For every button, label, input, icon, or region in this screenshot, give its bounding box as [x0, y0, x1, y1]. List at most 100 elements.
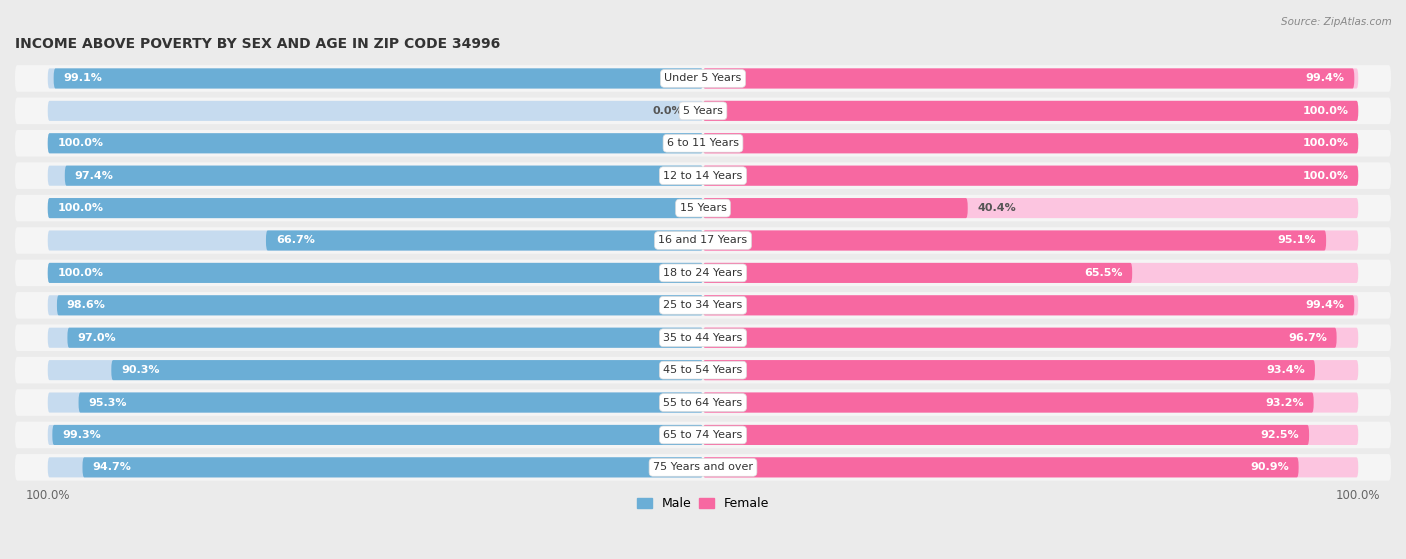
- Text: 5 Years: 5 Years: [683, 106, 723, 116]
- FancyBboxPatch shape: [48, 425, 703, 445]
- Text: 90.3%: 90.3%: [121, 365, 160, 375]
- FancyBboxPatch shape: [703, 328, 1358, 348]
- Text: 100.0%: 100.0%: [58, 203, 104, 213]
- FancyBboxPatch shape: [703, 295, 1358, 315]
- FancyBboxPatch shape: [48, 133, 703, 153]
- FancyBboxPatch shape: [15, 421, 1391, 448]
- FancyBboxPatch shape: [703, 165, 1358, 186]
- FancyBboxPatch shape: [56, 295, 703, 315]
- FancyBboxPatch shape: [15, 227, 1391, 254]
- FancyBboxPatch shape: [703, 198, 1358, 218]
- Text: 100.0%: 100.0%: [1302, 170, 1348, 181]
- Text: Under 5 Years: Under 5 Years: [665, 73, 741, 83]
- FancyBboxPatch shape: [266, 230, 703, 250]
- FancyBboxPatch shape: [48, 457, 703, 477]
- Text: 99.4%: 99.4%: [1306, 73, 1344, 83]
- Text: 65.5%: 65.5%: [1084, 268, 1122, 278]
- Text: 97.4%: 97.4%: [75, 170, 114, 181]
- FancyBboxPatch shape: [53, 68, 703, 88]
- FancyBboxPatch shape: [48, 230, 703, 250]
- FancyBboxPatch shape: [703, 133, 1358, 153]
- Text: 90.9%: 90.9%: [1250, 462, 1289, 472]
- Text: 35 to 44 Years: 35 to 44 Years: [664, 333, 742, 343]
- FancyBboxPatch shape: [67, 328, 703, 348]
- Text: 100.0%: 100.0%: [1302, 138, 1348, 148]
- FancyBboxPatch shape: [703, 101, 1358, 121]
- Text: 66.7%: 66.7%: [276, 235, 315, 245]
- FancyBboxPatch shape: [15, 98, 1391, 124]
- Text: 99.1%: 99.1%: [63, 73, 103, 83]
- FancyBboxPatch shape: [703, 425, 1358, 445]
- Text: 16 and 17 Years: 16 and 17 Years: [658, 235, 748, 245]
- FancyBboxPatch shape: [15, 130, 1391, 157]
- FancyBboxPatch shape: [703, 360, 1315, 380]
- FancyBboxPatch shape: [15, 324, 1391, 351]
- FancyBboxPatch shape: [48, 68, 703, 88]
- FancyBboxPatch shape: [703, 425, 1309, 445]
- Text: 65 to 74 Years: 65 to 74 Years: [664, 430, 742, 440]
- FancyBboxPatch shape: [15, 259, 1391, 286]
- Text: 95.1%: 95.1%: [1278, 235, 1316, 245]
- FancyBboxPatch shape: [48, 198, 703, 218]
- FancyBboxPatch shape: [15, 65, 1391, 92]
- FancyBboxPatch shape: [703, 392, 1313, 413]
- FancyBboxPatch shape: [703, 328, 1337, 348]
- Text: 40.4%: 40.4%: [977, 203, 1017, 213]
- Text: 94.7%: 94.7%: [93, 462, 131, 472]
- Text: 97.0%: 97.0%: [77, 333, 115, 343]
- Legend: Male, Female: Male, Female: [631, 492, 775, 515]
- FancyBboxPatch shape: [703, 198, 967, 218]
- Text: 99.4%: 99.4%: [1306, 300, 1344, 310]
- Text: 12 to 14 Years: 12 to 14 Years: [664, 170, 742, 181]
- Text: 15 Years: 15 Years: [679, 203, 727, 213]
- FancyBboxPatch shape: [15, 454, 1391, 481]
- FancyBboxPatch shape: [48, 165, 703, 186]
- Text: 96.7%: 96.7%: [1288, 333, 1327, 343]
- FancyBboxPatch shape: [703, 295, 1354, 315]
- Text: 0.0%: 0.0%: [652, 106, 683, 116]
- FancyBboxPatch shape: [15, 195, 1391, 221]
- Text: 100.0%: 100.0%: [58, 268, 104, 278]
- FancyBboxPatch shape: [65, 165, 703, 186]
- Text: Source: ZipAtlas.com: Source: ZipAtlas.com: [1281, 17, 1392, 27]
- FancyBboxPatch shape: [703, 133, 1358, 153]
- Text: 100.0%: 100.0%: [58, 138, 104, 148]
- FancyBboxPatch shape: [15, 389, 1391, 416]
- Text: 99.3%: 99.3%: [62, 430, 101, 440]
- FancyBboxPatch shape: [703, 230, 1358, 250]
- Text: 98.6%: 98.6%: [66, 300, 105, 310]
- FancyBboxPatch shape: [703, 101, 1358, 121]
- FancyBboxPatch shape: [111, 360, 703, 380]
- FancyBboxPatch shape: [48, 392, 703, 413]
- FancyBboxPatch shape: [703, 165, 1358, 186]
- FancyBboxPatch shape: [83, 457, 703, 477]
- FancyBboxPatch shape: [703, 392, 1358, 413]
- FancyBboxPatch shape: [15, 292, 1391, 319]
- FancyBboxPatch shape: [703, 457, 1299, 477]
- FancyBboxPatch shape: [703, 263, 1358, 283]
- FancyBboxPatch shape: [48, 328, 703, 348]
- Text: 45 to 54 Years: 45 to 54 Years: [664, 365, 742, 375]
- FancyBboxPatch shape: [703, 68, 1358, 88]
- Text: 95.3%: 95.3%: [89, 397, 127, 408]
- FancyBboxPatch shape: [48, 263, 703, 283]
- FancyBboxPatch shape: [48, 295, 703, 315]
- Text: 25 to 34 Years: 25 to 34 Years: [664, 300, 742, 310]
- FancyBboxPatch shape: [703, 230, 1326, 250]
- FancyBboxPatch shape: [15, 163, 1391, 189]
- FancyBboxPatch shape: [703, 68, 1354, 88]
- FancyBboxPatch shape: [48, 101, 703, 121]
- FancyBboxPatch shape: [48, 263, 703, 283]
- Text: 100.0%: 100.0%: [1302, 106, 1348, 116]
- Text: 93.2%: 93.2%: [1265, 397, 1303, 408]
- Text: 6 to 11 Years: 6 to 11 Years: [666, 138, 740, 148]
- Text: INCOME ABOVE POVERTY BY SEX AND AGE IN ZIP CODE 34996: INCOME ABOVE POVERTY BY SEX AND AGE IN Z…: [15, 37, 501, 51]
- FancyBboxPatch shape: [703, 457, 1358, 477]
- FancyBboxPatch shape: [703, 360, 1358, 380]
- FancyBboxPatch shape: [79, 392, 703, 413]
- Text: 55 to 64 Years: 55 to 64 Years: [664, 397, 742, 408]
- FancyBboxPatch shape: [703, 263, 1132, 283]
- FancyBboxPatch shape: [15, 357, 1391, 383]
- Text: 93.4%: 93.4%: [1267, 365, 1305, 375]
- FancyBboxPatch shape: [52, 425, 703, 445]
